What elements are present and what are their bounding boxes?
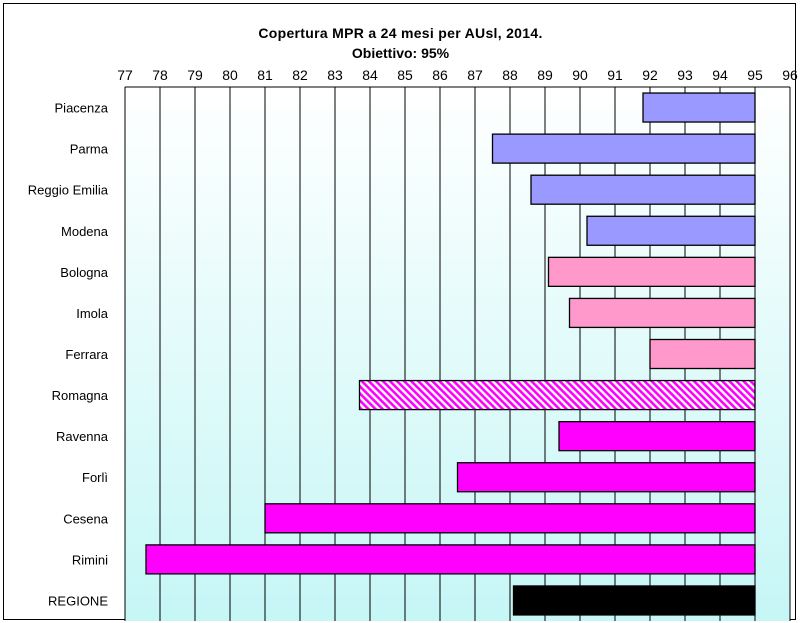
bar (145, 544, 756, 575)
bar (642, 92, 756, 123)
x-tick-label: 90 (572, 67, 588, 83)
x-tick-label: 82 (292, 67, 308, 83)
bar (491, 133, 756, 164)
category-label: Ferrara (65, 347, 108, 362)
category-label: REGIONE (48, 593, 108, 608)
x-tick-label: 87 (467, 67, 483, 83)
category-label: Romagna (52, 388, 109, 403)
bar (358, 379, 756, 411)
bar (547, 256, 756, 287)
x-tick-label: 79 (187, 67, 203, 83)
bar (264, 503, 756, 534)
x-tick-label: 77 (117, 67, 133, 83)
chart-subtitle: Obiettivo: 95% (351, 45, 450, 61)
x-tick-label: 78 (152, 67, 168, 83)
category-label: Reggio Emilia (28, 183, 109, 198)
x-tick-label: 94 (712, 67, 728, 83)
x-tick-label: 93 (677, 67, 693, 83)
bar (586, 215, 756, 246)
category-label: Forlì (82, 470, 108, 485)
x-tick-label: 95 (747, 67, 763, 83)
category-label: Ravenna (56, 429, 109, 444)
category-label: Imola (76, 306, 109, 321)
bar (649, 338, 756, 370)
bar (568, 297, 756, 329)
x-tick-label: 86 (432, 67, 448, 83)
category-label: Modena (61, 224, 109, 239)
bar (512, 585, 756, 616)
bar (530, 174, 756, 205)
x-tick-label: 92 (642, 67, 658, 83)
x-tick-label: 96 (782, 67, 798, 83)
category-label: Piacenza (55, 101, 109, 116)
x-tick-label: 88 (502, 67, 518, 83)
x-tick-label: 80 (222, 67, 238, 83)
bar (558, 421, 756, 452)
category-label: Bologna (60, 265, 108, 280)
bar (456, 462, 756, 493)
x-tick-label: 84 (362, 67, 378, 83)
x-tick-label: 81 (257, 67, 273, 83)
x-tick-label: 91 (607, 67, 623, 83)
x-tick-label: 83 (327, 67, 343, 83)
x-tick-label: 85 (397, 67, 413, 83)
category-label: Rimini (72, 552, 108, 567)
category-label: Cesena (63, 511, 109, 526)
category-label: Parma (70, 142, 109, 157)
x-tick-label: 89 (537, 67, 553, 83)
chart-title: Copertura MPR a 24 mesi per AUsl, 2014. (258, 25, 543, 41)
